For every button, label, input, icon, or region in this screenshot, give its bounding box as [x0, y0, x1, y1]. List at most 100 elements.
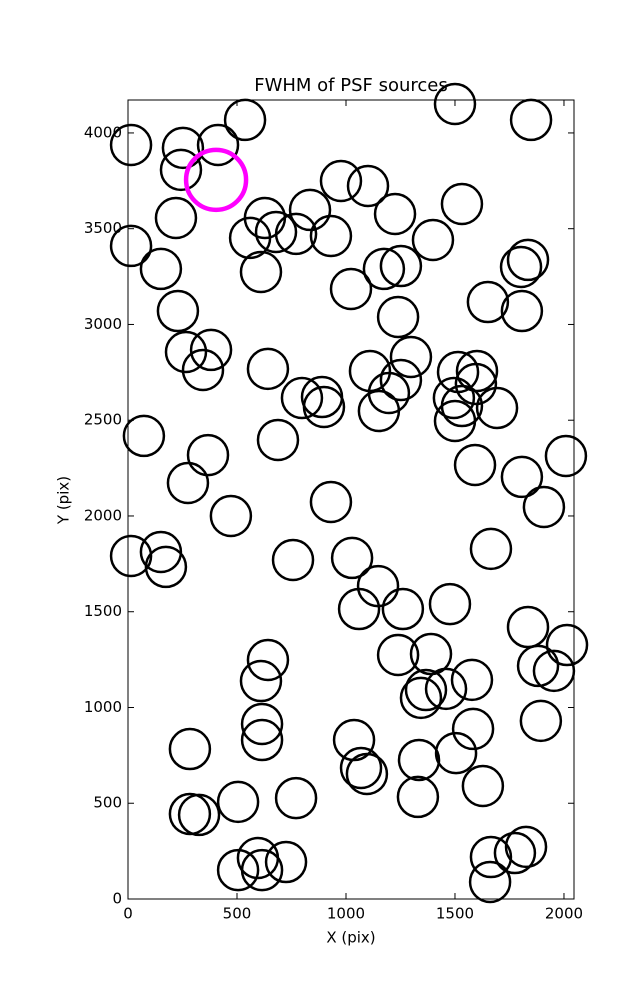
y-axis-label: Y (pix) — [55, 476, 73, 525]
source-marker — [506, 238, 550, 282]
y-tick-label: 1000 — [84, 698, 122, 716]
source-marker — [168, 727, 212, 771]
source-marker — [254, 210, 298, 254]
y-tick-label: 1500 — [84, 602, 122, 620]
source-marker — [468, 860, 512, 904]
source-marker — [499, 245, 543, 289]
source-marker — [181, 348, 225, 392]
source-marker — [376, 633, 420, 677]
source-marker — [329, 267, 373, 311]
source-marker — [428, 582, 472, 626]
y-tick-label: 3000 — [84, 315, 122, 333]
source-marker — [156, 289, 200, 333]
source-marker — [469, 527, 513, 571]
source-marker — [469, 835, 513, 879]
source-marker — [109, 534, 153, 578]
source-marker — [544, 434, 588, 478]
source-marker — [466, 280, 510, 324]
source-marker — [432, 376, 476, 420]
source-marker — [411, 218, 455, 262]
source-marker — [161, 126, 205, 170]
source-marker — [154, 196, 198, 240]
source-marker — [399, 676, 443, 720]
source-marker — [183, 147, 249, 213]
plot-frame — [127, 99, 575, 900]
source-marker — [240, 718, 284, 762]
source-marker — [288, 188, 332, 232]
source-marker — [389, 335, 433, 379]
chart-title: FWHM of PSF sources — [254, 75, 448, 96]
source-marker — [256, 418, 300, 462]
source-marker — [186, 433, 230, 477]
source-marker — [239, 250, 283, 294]
source-marker — [379, 244, 423, 288]
source-marker — [309, 214, 353, 258]
source-marker — [500, 455, 544, 499]
source-marker — [424, 667, 468, 711]
source-marker — [168, 792, 212, 836]
source-marker — [509, 98, 553, 142]
source-marker — [228, 216, 272, 260]
source-marker — [122, 414, 166, 458]
source-marker — [396, 775, 440, 819]
x-tick-label: 500 — [223, 905, 252, 923]
x-tick-label: 0 — [123, 905, 133, 923]
y-tick-label: 3500 — [84, 219, 122, 237]
source-marker — [164, 330, 208, 374]
source-marker — [454, 362, 498, 406]
source-marker — [166, 461, 210, 505]
source-marker — [189, 328, 233, 372]
source-marker — [300, 375, 344, 419]
source-marker — [461, 764, 505, 808]
source-marker — [362, 247, 406, 291]
source-marker — [330, 536, 374, 580]
y-tick-label: 0 — [112, 890, 122, 908]
y-tick-label: 500 — [93, 794, 122, 812]
source-marker — [522, 485, 566, 529]
x-tick-label: 1500 — [436, 905, 474, 923]
y-tick-label: 2000 — [84, 506, 122, 524]
source-marker — [397, 738, 441, 782]
source-marker — [379, 358, 423, 402]
source-marker — [209, 494, 253, 538]
y-tick-label: 2500 — [84, 411, 122, 429]
source-marker — [504, 825, 548, 869]
source-marker — [274, 776, 318, 820]
source-marker — [373, 192, 417, 236]
source-marker — [516, 644, 560, 688]
source-marker — [453, 443, 497, 487]
source-marker — [404, 668, 448, 712]
x-tick-label: 2000 — [545, 905, 583, 923]
source-marker — [475, 386, 519, 430]
source-marker — [519, 699, 563, 743]
source-marker — [345, 752, 389, 796]
source-marker — [264, 840, 308, 884]
x-tick-label: 1000 — [327, 905, 365, 923]
source-marker — [433, 399, 477, 443]
source-marker — [319, 159, 363, 203]
source-marker — [240, 848, 284, 892]
source-marker — [177, 793, 221, 837]
source-marker — [139, 247, 183, 291]
source-marker — [376, 295, 420, 339]
source-marker — [339, 746, 383, 790]
source-marker — [109, 123, 153, 167]
source-marker — [216, 780, 260, 824]
source-marker — [159, 148, 203, 192]
source-marker — [500, 289, 544, 333]
source-marker — [434, 731, 478, 775]
source-marker — [271, 538, 315, 582]
source-marker — [506, 605, 550, 649]
source-marker — [274, 212, 318, 256]
source-marker — [545, 623, 589, 667]
source-marker — [240, 702, 284, 746]
source-marker — [246, 347, 290, 391]
source-marker — [451, 707, 495, 751]
source-marker — [433, 82, 477, 126]
source-marker — [440, 182, 484, 226]
source-marker — [381, 587, 425, 631]
source-marker — [280, 376, 324, 420]
source-marker — [450, 658, 494, 702]
source-marker — [246, 638, 290, 682]
